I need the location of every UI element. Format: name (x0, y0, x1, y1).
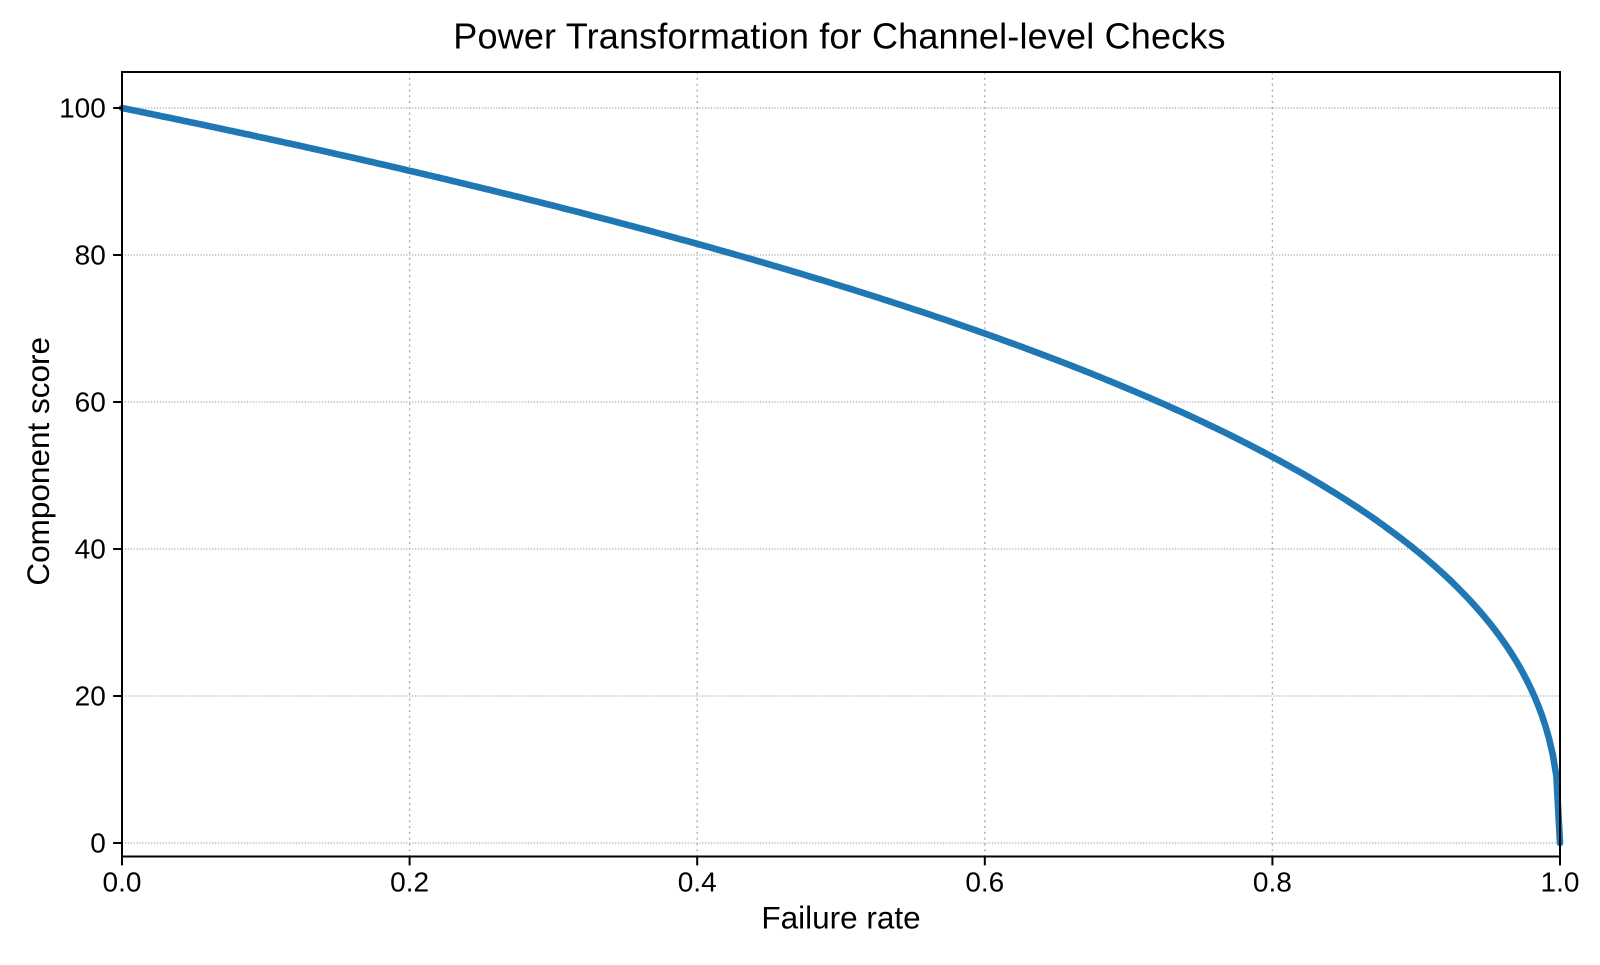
svg-text:Failure rate: Failure rate (761, 900, 920, 936)
svg-text:0.8: 0.8 (1253, 867, 1292, 898)
svg-text:0.2: 0.2 (390, 867, 429, 898)
svg-text:80: 80 (75, 240, 106, 271)
svg-text:0.4: 0.4 (678, 867, 717, 898)
svg-text:60: 60 (75, 387, 106, 418)
svg-text:Component score: Component score (20, 337, 56, 586)
svg-text:100: 100 (59, 93, 106, 124)
svg-text:20: 20 (75, 681, 106, 712)
svg-text:0.0: 0.0 (103, 867, 142, 898)
svg-text:Power Transformation for Chann: Power Transformation for Channel-level C… (453, 16, 1225, 57)
svg-text:1.0: 1.0 (1541, 867, 1580, 898)
svg-text:40: 40 (75, 534, 106, 565)
svg-text:0: 0 (90, 828, 106, 859)
svg-text:0.6: 0.6 (965, 867, 1004, 898)
